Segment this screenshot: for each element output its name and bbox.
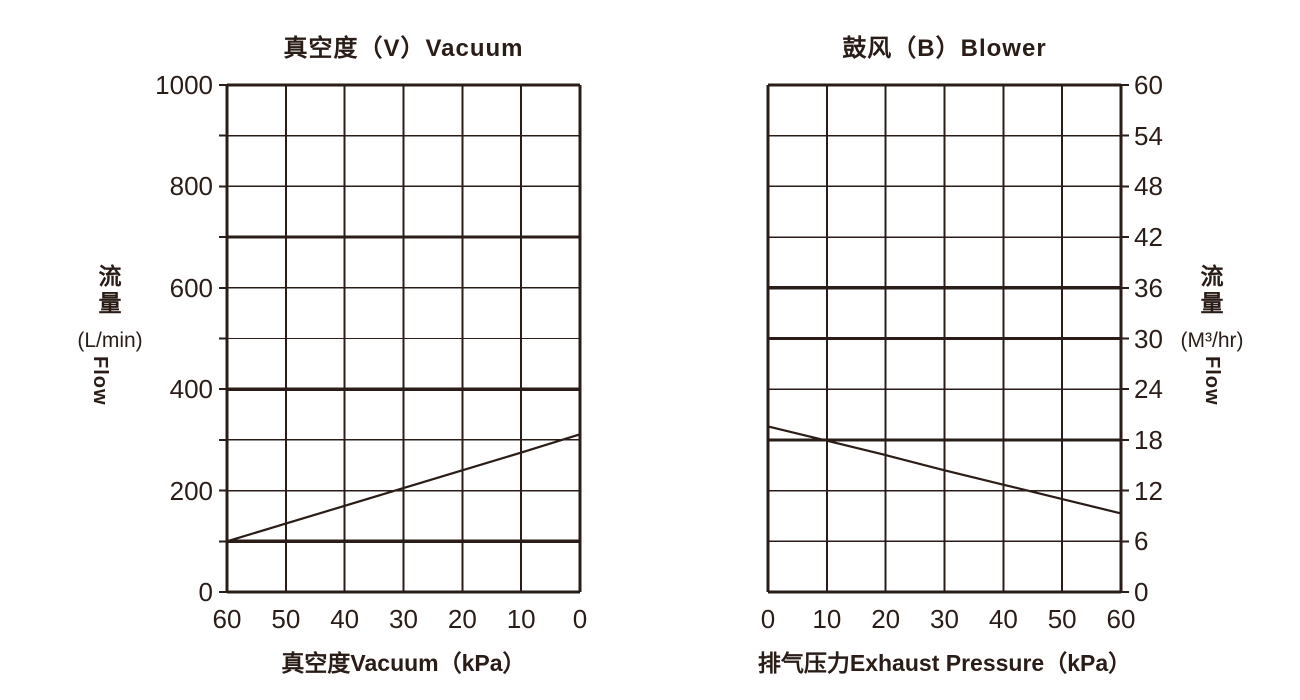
vacuum-y-axis-unit: (L/min) xyxy=(77,329,143,352)
x-tick-label: 60 xyxy=(212,604,242,634)
y-tick-label: 400 xyxy=(169,374,213,405)
y-tick-label: 6 xyxy=(1134,526,1149,557)
y-tick-label: 200 xyxy=(169,475,213,506)
blower-y-axis-unit: (M³/hr) xyxy=(1180,329,1244,352)
x-tick-label: 60 xyxy=(1106,604,1136,634)
y-tick-label: 60 xyxy=(1134,70,1163,100)
x-tick-label: 20 xyxy=(871,604,901,634)
blower-x-axis-title: 排气压力Exhaust Pressure（kPa） xyxy=(757,650,1132,676)
plot-area xyxy=(219,83,582,594)
vacuum-y-axis-label-en: Flow xyxy=(89,356,111,406)
y-tick-label: 800 xyxy=(169,171,213,202)
x-tick-label: 40 xyxy=(988,604,1018,634)
y-tick-label: 36 xyxy=(1134,272,1163,303)
x-tick-label: 0 xyxy=(760,604,776,634)
x-tick-label: 40 xyxy=(330,604,360,634)
x-tick-label: 50 xyxy=(271,604,301,634)
vacuum-chart-title: 真空度（V）Vacuum xyxy=(283,35,524,62)
x-tick-label: 10 xyxy=(812,604,842,634)
x-tick-label: 30 xyxy=(930,604,959,634)
y-tick-label: 0 xyxy=(1134,577,1149,607)
x-tick-label: 50 xyxy=(1047,604,1077,634)
x-tick-label: 30 xyxy=(389,604,418,634)
vacuum-x-axis-title: 真空度Vacuum（kPa） xyxy=(281,650,526,676)
blower-y-axis-label-cn: 流量 xyxy=(1197,264,1223,318)
y-tick-label: 42 xyxy=(1134,222,1163,253)
x-tick-label: 10 xyxy=(506,604,536,634)
y-tick-label: 600 xyxy=(169,272,213,303)
y-tick-label: 18 xyxy=(1134,424,1163,455)
y-tick-label: 24 xyxy=(1134,374,1163,405)
y-tick-label: 54 xyxy=(1134,120,1163,151)
x-tick-label: 20 xyxy=(447,604,477,634)
blower-y-axis-label-en: Flow xyxy=(1201,356,1223,406)
y-tick-label: 48 xyxy=(1134,171,1163,202)
series-line-flow-vs-exhaust-pressure xyxy=(767,425,1122,515)
series-line-flow-vs-vacuum xyxy=(226,433,581,543)
plot-area xyxy=(766,83,1129,594)
y-tick-label: 1000 xyxy=(155,70,213,100)
blower-chart-title: 鼓风（B）Blower xyxy=(842,35,1047,62)
x-tick-label: 0 xyxy=(572,604,588,634)
y-tick-label: 0 xyxy=(198,577,213,607)
y-tick-label: 30 xyxy=(1134,323,1163,354)
vacuum-y-axis-label-cn: 流量 xyxy=(95,264,121,318)
y-tick-label: 12 xyxy=(1134,475,1163,506)
